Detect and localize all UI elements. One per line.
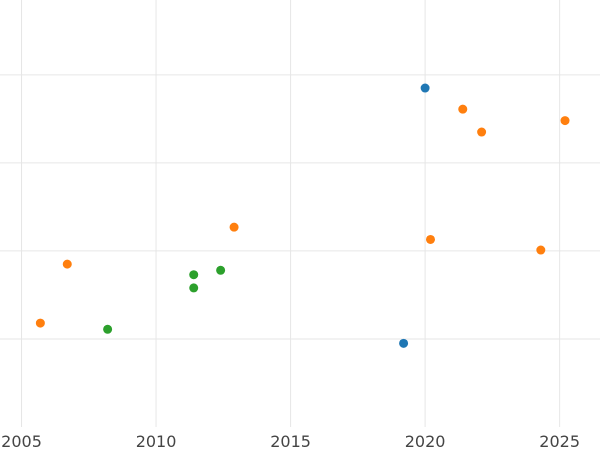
grid-lines: [0, 0, 600, 427]
data-point-series-1: [420, 83, 430, 93]
data-points: [35, 83, 570, 348]
data-point-series-1: [399, 338, 409, 348]
data-point-series-2: [458, 104, 468, 114]
x-tick-label: 2005: [1, 432, 42, 450]
x-tick-label: 2025: [539, 432, 580, 450]
data-point-series-3: [103, 324, 113, 334]
x-tick-labels: 2005 2010 2015 2020 2025: [1, 432, 580, 450]
data-point-series-2: [35, 318, 45, 328]
data-point-series-2: [62, 259, 72, 269]
data-point-series-3: [189, 283, 199, 293]
data-point-series-2: [425, 234, 435, 244]
data-point-series-3: [216, 265, 226, 275]
data-point-series-2: [536, 245, 546, 255]
data-point-series-2: [229, 222, 239, 232]
x-tick-label: 2020: [405, 432, 446, 450]
data-point-series-2: [477, 127, 487, 137]
x-tick-label: 2010: [136, 432, 177, 450]
x-tick-label: 2015: [270, 432, 311, 450]
data-point-series-3: [189, 270, 199, 280]
data-point-series-2: [560, 116, 570, 126]
